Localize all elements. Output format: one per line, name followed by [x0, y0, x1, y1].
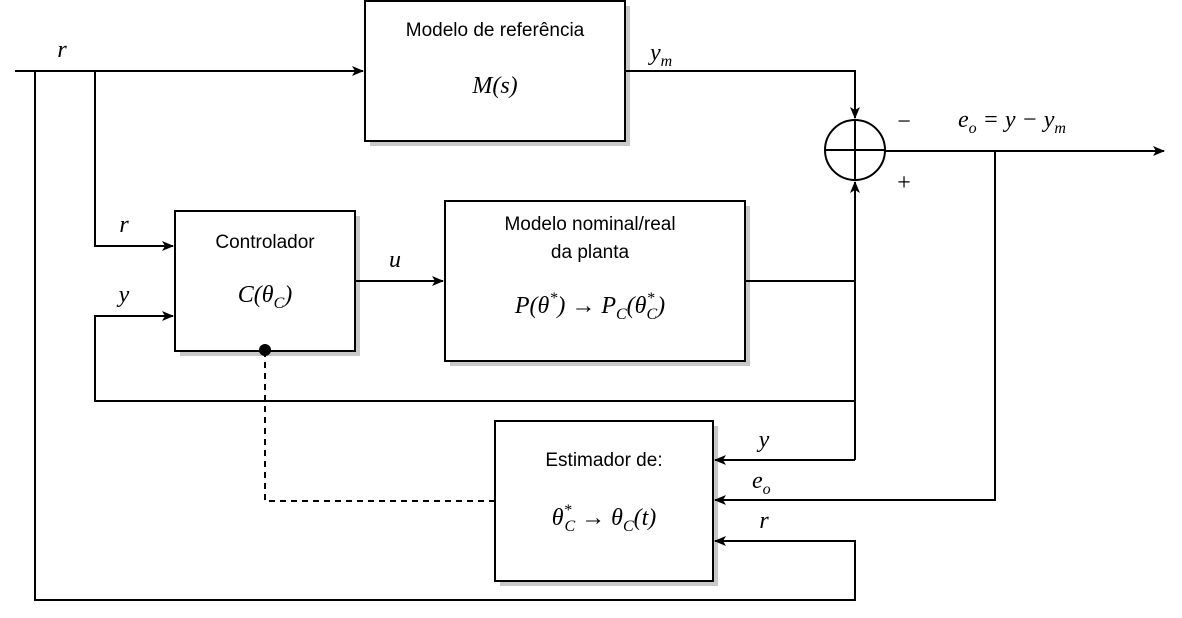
- eo-estimator-label: eo: [752, 468, 771, 498]
- ym-wire: [625, 70, 860, 119]
- summing-junction: [824, 119, 886, 181]
- estimator-expr: θ* C → θC(t): [552, 502, 657, 535]
- plant-title-line2: da planta: [551, 242, 630, 263]
- reference-model-title: Modelo de referência: [406, 20, 585, 41]
- r-estimator-wire: [34, 71, 856, 601]
- plant-block: Modelo nominal/real da planta P(θ*) → PC…: [444, 200, 750, 366]
- estimator-title: Estimador de:: [545, 450, 662, 471]
- controller-tf: C(θC): [238, 282, 292, 312]
- parameter-update-wire: [264, 351, 495, 502]
- y-controller-label: y: [117, 282, 130, 308]
- minus-sign: −: [897, 109, 911, 135]
- controller-block: Controlador C(θC): [174, 210, 360, 356]
- r-controller-label: r: [119, 212, 129, 238]
- estimator-block: Estimador de: θ* C → θC(t): [494, 420, 718, 586]
- parameter-update-dot: [259, 344, 271, 356]
- r-estimator-label: r: [759, 508, 769, 534]
- plant-tf: P(θ*) → PC(θ* C): [514, 290, 665, 323]
- error-equation-label: eo = y − ym: [958, 107, 1066, 137]
- y-estimator-label: y: [757, 427, 770, 453]
- controller-title: Controlador: [215, 232, 315, 253]
- reference-model-block: Modelo de referência M(s): [364, 0, 630, 146]
- plus-sign: +: [897, 170, 911, 196]
- u-label: u: [389, 247, 401, 273]
- r-controller-wire: [94, 71, 174, 251]
- r-input-label: r: [57, 37, 67, 63]
- eo-estimator-wire: [714, 151, 996, 505]
- y-controller-wire: [94, 311, 855, 402]
- reference-model-tf: M(s): [471, 73, 517, 99]
- plant-title-line1: Modelo nominal/real: [504, 214, 675, 235]
- ym-label: ym: [648, 40, 672, 70]
